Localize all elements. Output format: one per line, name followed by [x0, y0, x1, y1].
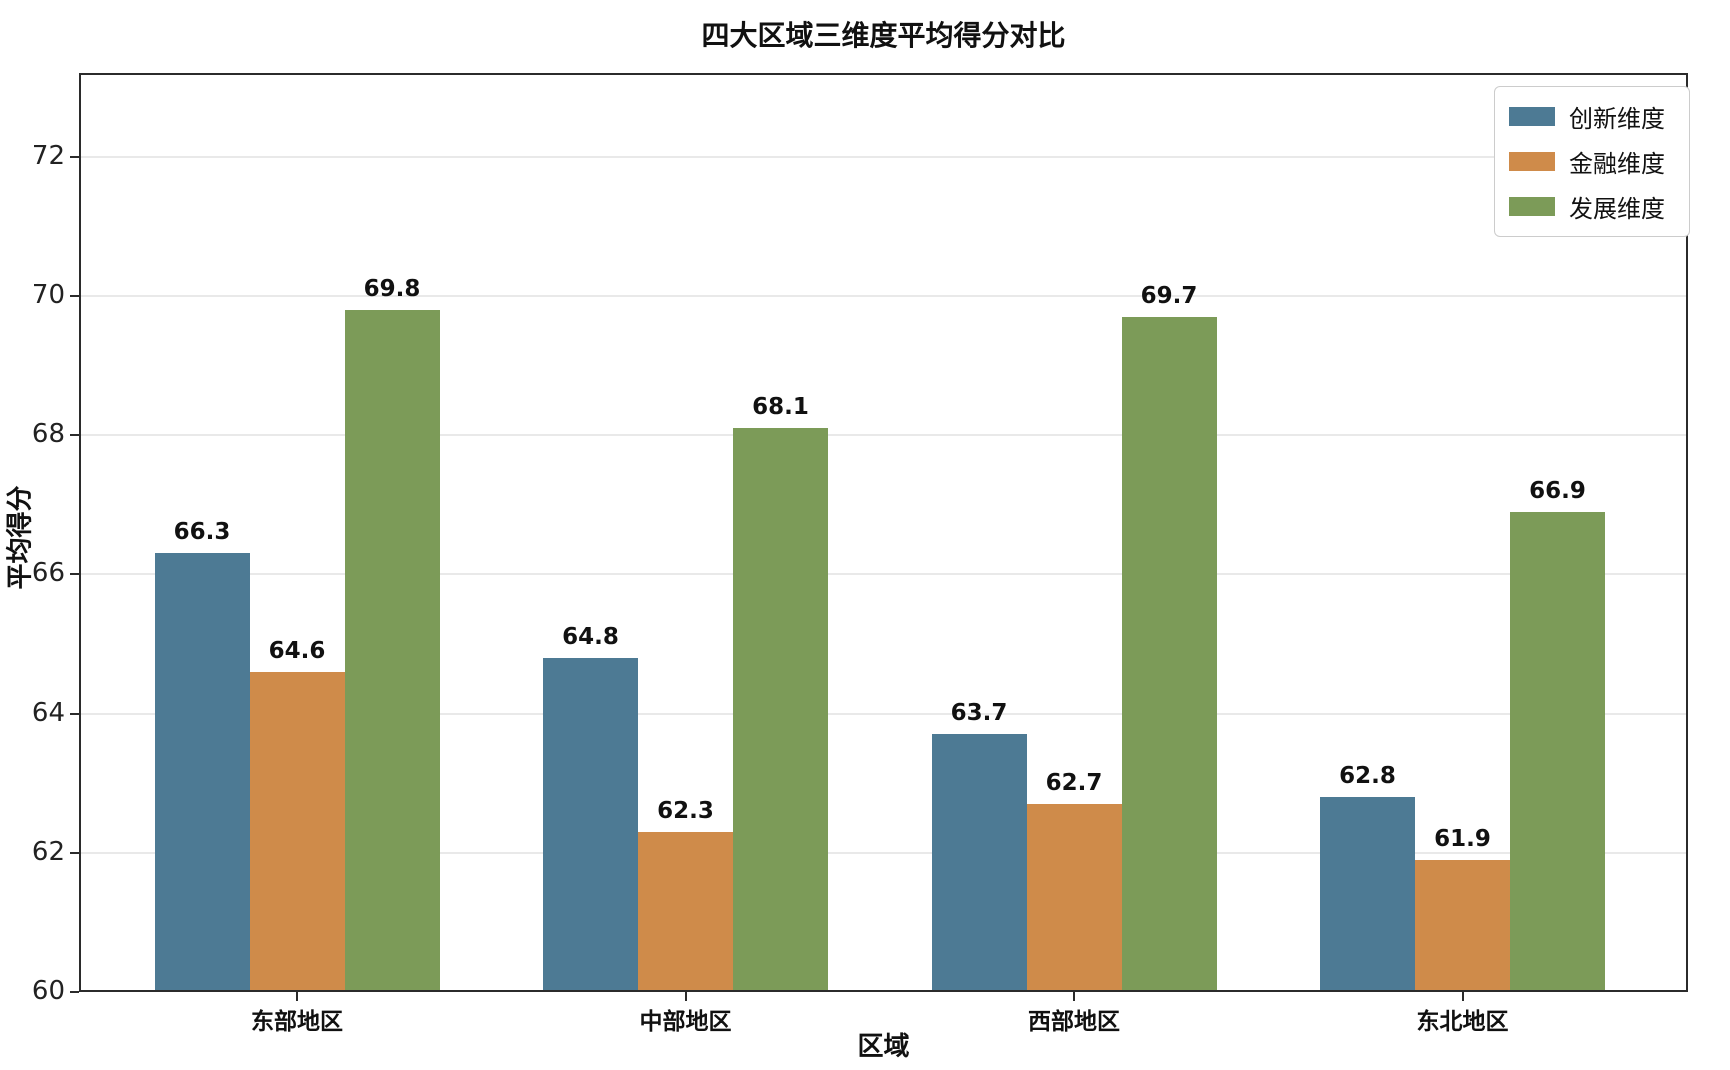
bar-value-label: 62.3 — [657, 797, 714, 824]
bar-value-label: 66.3 — [173, 519, 231, 546]
bar-value-label: 64.6 — [268, 637, 326, 664]
y-tick-mark — [70, 851, 79, 854]
bar — [1121, 316, 1217, 992]
bar — [733, 428, 828, 992]
bar — [249, 671, 345, 992]
bar — [1320, 797, 1415, 992]
y-tick-label: 66 — [31, 558, 65, 589]
bar — [543, 657, 638, 992]
legend-label: 发展维度 — [1569, 195, 1665, 223]
y-tick-mark — [70, 434, 79, 437]
legend-item: 金融维度 — [1509, 144, 1675, 179]
chart-title: 四大区域三维度平均得分对比 — [701, 19, 1066, 52]
bar — [931, 734, 1027, 992]
bar-value-label: 64.8 — [562, 623, 619, 650]
bar-value-label: 62.8 — [1339, 763, 1396, 790]
bar — [1510, 511, 1605, 992]
y-tick-label: 60 — [31, 976, 65, 1006]
gridline — [79, 155, 1688, 158]
bar — [344, 309, 440, 992]
x-axis-title: 区域 — [857, 1032, 910, 1062]
legend-label: 金融维度 — [1569, 150, 1665, 178]
legend-item: 创新维度 — [1509, 99, 1675, 134]
legend-item: 发展维度 — [1509, 189, 1675, 224]
gridline — [79, 712, 1688, 715]
x-tick-mark — [1461, 992, 1464, 1001]
gridline — [79, 434, 1688, 437]
bar-value-label: 69.7 — [1140, 282, 1198, 309]
bar-value-label: 69.8 — [363, 275, 421, 302]
x-tick-mark — [296, 992, 298, 1001]
y-tick-mark — [70, 573, 79, 576]
gridline — [79, 851, 1688, 854]
y-tick-label: 62 — [31, 836, 65, 867]
x-tick-label: 西部地区 — [1028, 1009, 1120, 1035]
gridline — [79, 573, 1688, 576]
y-tick-label: 68 — [31, 419, 65, 450]
x-tick-label: 东北地区 — [1416, 1009, 1509, 1035]
y-tick-label: 72 — [31, 140, 65, 171]
legend-swatch-finance — [1509, 152, 1555, 171]
legend-swatch-innovation — [1509, 107, 1555, 126]
gridline — [79, 294, 1688, 297]
bar-value-label: 68.1 — [752, 394, 809, 421]
legend-swatch-development — [1509, 197, 1555, 216]
y-tick-mark — [70, 155, 79, 158]
bar-value-label: 63.7 — [950, 700, 1008, 727]
bar — [154, 553, 250, 992]
plot-area: 66.3 64.8 63.7 62.8 64.6 62.3 62.7 61.9 69.8 68.1… — [79, 73, 1688, 992]
bar — [638, 831, 733, 992]
bar-value-label: 62.7 — [1045, 770, 1103, 797]
bar — [1026, 804, 1122, 992]
x-tick-mark — [1073, 992, 1075, 1001]
legend: 创新维度 金融维度 发展维度 — [1494, 86, 1690, 237]
x-tick-label: 中部地区 — [639, 1009, 732, 1035]
y-axis-title: 平均得分 — [5, 485, 36, 590]
y-tick-label: 64 — [31, 697, 65, 728]
bar-value-label: 66.9 — [1529, 477, 1586, 504]
legend-label: 创新维度 — [1569, 105, 1665, 133]
y-tick-mark — [70, 294, 79, 297]
y-tick-label: 70 — [31, 279, 65, 310]
bar-value-label: 61.9 — [1434, 825, 1491, 852]
x-tick-mark — [684, 992, 687, 1001]
x-tick-label: 东部地区 — [251, 1009, 343, 1035]
bar — [1415, 859, 1510, 992]
y-tick-mark — [70, 712, 79, 715]
y-tick-mark — [70, 991, 79, 993]
